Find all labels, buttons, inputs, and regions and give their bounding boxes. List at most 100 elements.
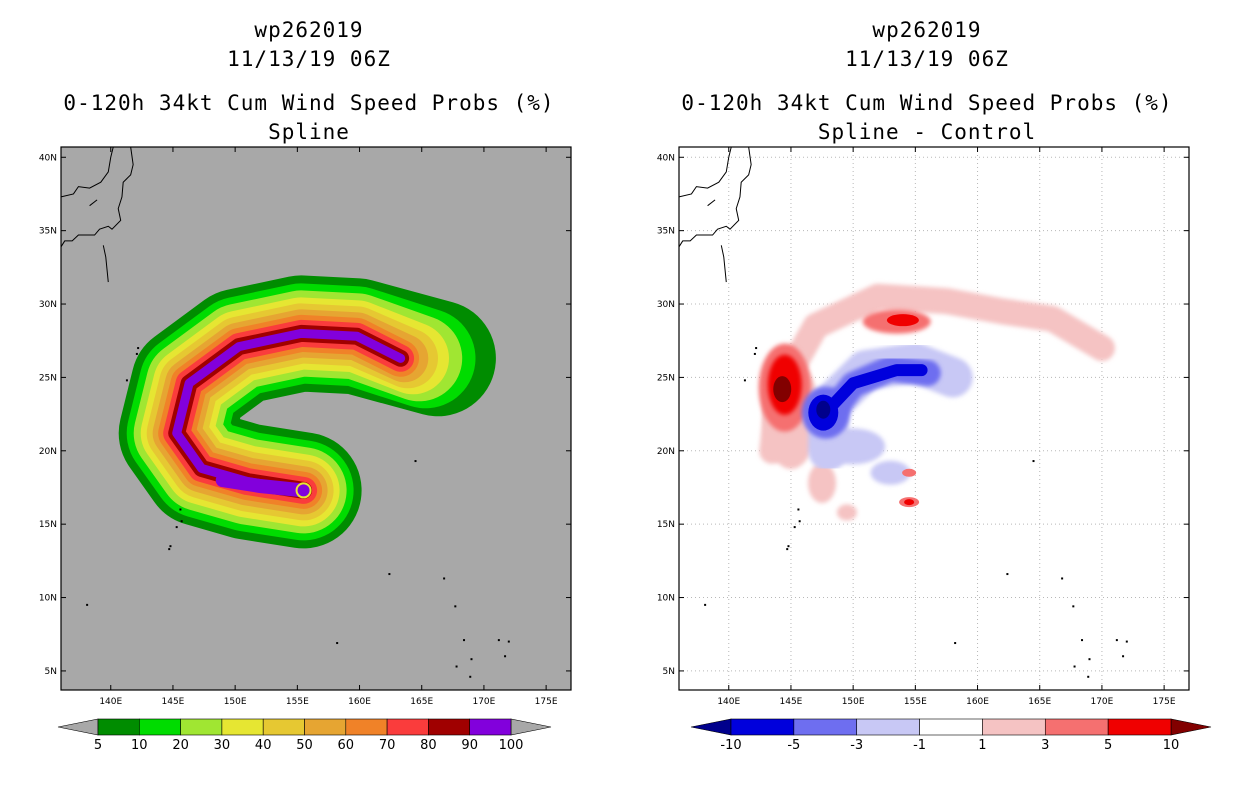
x-tick-label: 155E [286, 697, 309, 707]
colorbar-swatch [345, 718, 388, 736]
diff-positive-1 [808, 463, 837, 504]
island [1073, 665, 1076, 668]
island [414, 460, 417, 463]
colorbar-swatch [139, 718, 181, 736]
island [1115, 639, 1118, 642]
island [743, 379, 746, 382]
colorbar-over-arrow [1170, 718, 1212, 736]
island [1125, 640, 1128, 643]
colorbar-label: 50 [296, 738, 313, 753]
y-tick-label: 15N [657, 520, 675, 530]
datetime: 11/13/19 06Z [227, 47, 391, 71]
island [443, 577, 446, 580]
colorbar-label: 5 [1104, 738, 1112, 753]
colorbar-label: 10 [1163, 738, 1180, 753]
colorbar-label: 100 [499, 738, 524, 753]
diff-positive-3 [902, 468, 917, 477]
colorbar-swatch [428, 718, 470, 736]
japan-coast [60, 146, 134, 248]
island [169, 545, 172, 548]
x-tick-label: 160E [348, 697, 371, 707]
plot-background [679, 147, 1189, 690]
colorbar-label: 30 [214, 738, 231, 753]
diff-positive-5 [886, 314, 919, 327]
island [787, 545, 790, 548]
coastline [60, 146, 510, 678]
colorbar-label: 3 [1041, 738, 1049, 753]
island [755, 347, 758, 350]
x-tick-label: 150E [224, 697, 247, 707]
island [1006, 573, 1009, 576]
plot-title: 0-120h 34kt Cum Wind Speed Probs (%) [681, 91, 1173, 115]
colorbar-over-arrow [510, 718, 552, 736]
x-tick-label: 150E [842, 697, 865, 707]
difference-map: 140E 145E 150E 155E 160E 165E 170E 175E 5N 10N 15N… [657, 146, 1212, 753]
y-tick-label: 30N [39, 300, 57, 310]
y-tick-label: 25N [657, 373, 675, 383]
colorbar-label: 20 [172, 738, 189, 753]
island [135, 352, 138, 355]
island [1072, 605, 1075, 608]
coastline [678, 146, 1128, 678]
right-panel: wp262019 11/13/19 06Z 0-120h 34kt Cum Wi… [618, 0, 1236, 800]
island [1032, 460, 1035, 463]
colorbar-label: -5 [787, 738, 800, 753]
island [1087, 675, 1090, 678]
island [168, 548, 171, 551]
colorbar-label: 5 [94, 738, 102, 753]
japan-coast [60, 146, 114, 198]
colorbar-label: 60 [338, 738, 355, 753]
plot-subtitle: Spline - Control [817, 120, 1037, 144]
island [180, 520, 183, 523]
island [469, 675, 472, 678]
plot-title: 0-120h 34kt Cum Wind Speed Probs (%) [63, 91, 555, 115]
diff-negative-1 [821, 428, 886, 465]
island [1061, 577, 1064, 580]
y-tick-label: 40N [657, 153, 675, 163]
colorbar-label: 1 [978, 738, 986, 753]
x-tick-label: 140E [99, 697, 122, 707]
island [753, 352, 756, 355]
izu-islands [720, 245, 727, 283]
y-tick-label: 15N [39, 520, 57, 530]
diff-positive-10 [773, 376, 792, 403]
colorbar-swatch [386, 718, 429, 736]
colorbar-swatch [793, 718, 858, 736]
contour-fields [679, 147, 1189, 690]
colorbar-swatch [919, 718, 983, 736]
island [704, 603, 707, 606]
y-tick-label: 10N [657, 594, 675, 604]
colorbar-swatch [1107, 718, 1172, 736]
island [797, 508, 800, 511]
island [507, 640, 510, 643]
x-tick-label: 165E [410, 697, 433, 707]
japan-coast [707, 199, 716, 207]
x-tick-label: 145E [780, 697, 803, 707]
colorbar-label: -10 [720, 738, 741, 753]
colorbar-swatch [97, 718, 140, 736]
colorbar-swatch [1044, 718, 1109, 736]
storm-id: wp262019 [872, 18, 982, 42]
diff-negative-10 [816, 400, 831, 419]
island [793, 526, 796, 529]
island [1088, 658, 1091, 661]
izu-islands [102, 245, 109, 283]
colorbar-swatch [469, 718, 512, 736]
plot-frame [678, 146, 1190, 691]
island [463, 639, 466, 642]
colorbar-label: -3 [850, 738, 863, 753]
island [179, 508, 182, 511]
island [137, 347, 140, 350]
island [470, 658, 473, 661]
colorbar-swatch [982, 718, 1046, 736]
island [175, 526, 178, 529]
japan-coast [678, 146, 752, 248]
colorbar-swatch [856, 718, 920, 736]
diff-positive-5 [904, 499, 915, 506]
island [455, 665, 458, 668]
y-tick-label: 35N [657, 227, 675, 237]
colorbar-label: 90 [461, 738, 478, 753]
island [504, 655, 507, 658]
island [388, 573, 391, 576]
x-tick-label: 165E [1028, 697, 1051, 707]
